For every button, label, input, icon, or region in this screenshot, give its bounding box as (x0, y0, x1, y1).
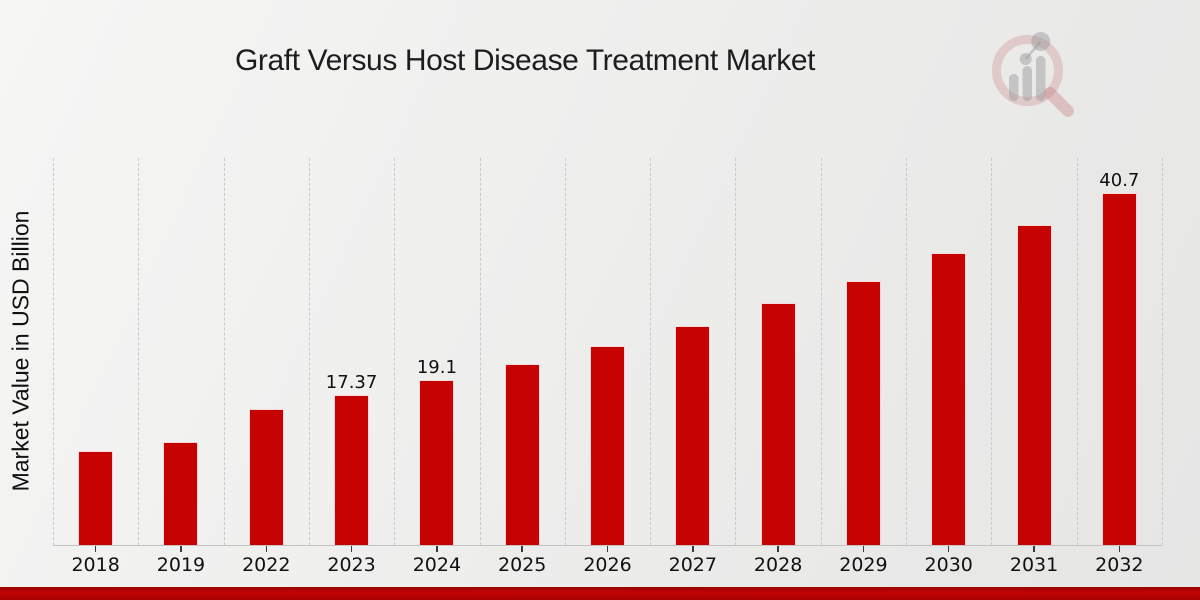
vertical-gridline (53, 158, 54, 545)
bar-2018 (78, 451, 114, 545)
x-tick (180, 546, 182, 552)
x-tick (777, 546, 779, 552)
x-tick (606, 546, 609, 552)
value-label-2032: 40.7 (1099, 169, 1140, 191)
vertical-gridline (735, 158, 737, 545)
x-tick (1033, 546, 1035, 552)
x-tick-label-2032: 2032 (1095, 554, 1144, 576)
bar-2029 (845, 280, 881, 545)
footer-red-strip (0, 587, 1200, 600)
x-tick (947, 546, 950, 552)
x-tick (862, 546, 865, 552)
vertical-gridline (906, 158, 908, 545)
bar-2030 (931, 253, 967, 545)
vertical-gridline (820, 158, 822, 545)
x-tick (521, 546, 523, 552)
value-label-2024: 19.1 (416, 356, 457, 378)
x-tick-label-2027: 2027 (668, 554, 717, 576)
vertical-gridline (394, 158, 396, 545)
vertical-gridline (223, 158, 225, 545)
vertical-gridline (650, 158, 652, 545)
vertical-gridline (991, 158, 993, 545)
x-tick-label-2018: 2018 (71, 554, 120, 576)
bar-2024 (419, 379, 455, 545)
x-tick-label-2023: 2023 (327, 554, 376, 576)
vertical-gridline (479, 158, 481, 545)
bar-2027 (675, 325, 711, 545)
magnifier-barchart-logo-icon (992, 32, 1074, 117)
vertical-gridline (1162, 158, 1163, 545)
bar-2023 (334, 394, 370, 545)
x-tick (692, 546, 694, 552)
bar-2026 (590, 345, 625, 545)
x-tick-label-2029: 2029 (839, 554, 888, 576)
bar-2022 (248, 409, 284, 545)
x-tick (436, 546, 438, 552)
vertical-gridline (138, 158, 140, 545)
plot-area: 17.37 19.1 40.7 (53, 158, 1163, 545)
vertical-gridline (564, 158, 566, 545)
value-label-2023: 17.37 (325, 371, 378, 393)
x-tick-label-2031: 2031 (1009, 554, 1059, 576)
vertical-gridline (308, 158, 310, 545)
x-tick (94, 546, 97, 552)
x-tick-label-2025: 2025 (498, 554, 547, 576)
bar-2028 (760, 303, 796, 545)
x-tick-label-2028: 2028 (753, 554, 803, 576)
bar-2031 (1016, 224, 1052, 545)
x-tick (350, 546, 353, 552)
x-tick-label-2022: 2022 (242, 554, 291, 576)
bar-2025 (504, 364, 540, 545)
x-tick (1118, 546, 1121, 552)
vertical-gridline (1076, 158, 1078, 545)
x-tick-label-2024: 2024 (412, 554, 462, 576)
x-tick-label-2026: 2026 (583, 554, 632, 576)
y-axis-title: Market Value in USD Billion (7, 210, 34, 492)
chart-title: Graft Versus Host Disease Treatment Mark… (235, 44, 816, 77)
bar-2032 (1101, 192, 1137, 545)
x-tick-label-2030: 2030 (924, 554, 973, 576)
x-tick (265, 546, 268, 552)
x-axis: 2018 2019 2022 2023 2024 2025 2026 2027 2028 2029… (53, 545, 1162, 586)
bar-2019 (163, 441, 199, 545)
x-tick-label-2019: 2019 (156, 554, 206, 576)
